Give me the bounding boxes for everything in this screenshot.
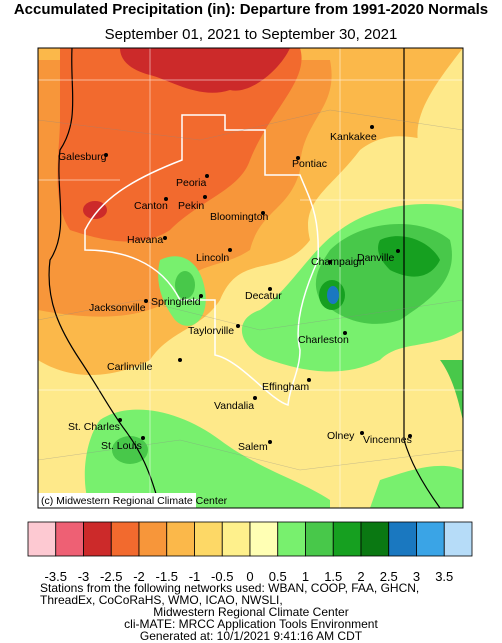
legend-tick-label: -2.5: [100, 569, 122, 584]
legend-swatch: [249, 521, 279, 557]
city-label: Jacksonville: [89, 302, 146, 314]
credit: (c) Midwestern Regional Climate Center: [41, 495, 228, 507]
city-label: Galesburg: [58, 151, 107, 163]
city-label: St. Louis: [101, 440, 142, 452]
footer-line: Midwestern Regional Climate Center: [153, 605, 348, 619]
city-label: Pontiac: [292, 158, 327, 170]
footer-line: ThreadEx, CoCoRaHS, WMO, ICAO, NWSLI,: [40, 593, 283, 607]
legend-swatch: [83, 521, 112, 557]
legend-swatch: [194, 521, 223, 557]
city-label: Charleston: [298, 334, 349, 346]
city-dot: [118, 418, 122, 422]
title: Accumulated Precipitation (in): Departur…: [14, 1, 488, 18]
city-label: Kankakee: [330, 131, 377, 143]
city-dot: [268, 287, 272, 291]
city-label: Peoria: [176, 177, 207, 189]
legend-swatch: [55, 521, 84, 557]
legend-swatch: [110, 521, 140, 557]
city-dot: [268, 440, 272, 444]
city-label: Taylorville: [188, 325, 234, 337]
legend-tick-label: 1.5: [324, 569, 342, 584]
city-dot: [253, 396, 257, 400]
city-dot: [360, 431, 364, 435]
legend-swatch: [27, 521, 57, 557]
city-label: Carlinville: [107, 361, 153, 373]
footer: Stations from the following networks use…: [40, 581, 419, 643]
city-label: Champaign: [311, 256, 365, 268]
legend: -3.5 -3 -2.5 -2 -1.5 -1 -0.5 0 0.5 1 1.5 2 2.5 3 3.5: [27, 521, 473, 584]
city-label: Decatur: [245, 290, 282, 302]
city-dot: [205, 174, 209, 178]
city-dot: [307, 378, 311, 382]
city-dot: [141, 436, 145, 440]
city-dot: [370, 125, 374, 129]
city-dot: [144, 299, 148, 303]
legend-swatch: [305, 521, 334, 557]
legend-tick-label: 0.5: [269, 569, 287, 584]
city-label: Springfield: [151, 296, 201, 308]
city-label: Salem: [238, 441, 268, 453]
legend-tick-label: -1: [189, 569, 201, 584]
legend-swatch: [138, 521, 168, 557]
city-label: Lincoln: [196, 252, 229, 264]
city-dot: [343, 331, 347, 335]
city-label: Vandalia: [214, 400, 254, 412]
city-label: Effingham: [262, 381, 309, 393]
city-dot: [408, 434, 412, 438]
legend-tick-label: -0.5: [211, 569, 233, 584]
city-label: Danville: [357, 252, 395, 264]
city-dot: [164, 197, 168, 201]
city-dot: [236, 324, 240, 328]
legend-swatch: [221, 521, 251, 557]
subtitle: September 01, 2021 to September 30, 2021: [105, 26, 398, 43]
map: Kankakee Galesburg Pontiac Peoria Canton Peki…: [38, 48, 463, 508]
city-label: St. Charles: [68, 421, 120, 433]
cities: Kankakee Galesburg Pontiac Peoria Canton Peki…: [58, 125, 412, 453]
legend-swatch: [277, 521, 306, 557]
legend-tick-label: -3: [78, 569, 90, 584]
legend-tick-label: 2.5: [380, 569, 398, 584]
legend-swatch: [388, 521, 417, 557]
legend-tick-label: 3: [413, 569, 420, 584]
city-dot: [178, 358, 182, 362]
footer-line: cli-MATE: MRCC Application Tools Environ…: [124, 617, 378, 631]
legend-tick-label: -3.5: [45, 569, 67, 584]
legend-tick-label: 2: [357, 569, 364, 584]
city-dot: [199, 294, 203, 298]
legend-swatch: [416, 521, 445, 557]
legend-swatch: [443, 521, 473, 557]
city-label: Bloomington: [210, 211, 269, 223]
legend-tick-label: -2: [133, 569, 145, 584]
footer-line: Stations from the following networks use…: [40, 581, 419, 595]
legend-swatch: [332, 521, 362, 557]
legend-swatch: [360, 521, 390, 557]
city-label: Havana: [127, 234, 163, 246]
legend-tick-label: 3.5: [435, 569, 453, 584]
legend-swatch: [166, 521, 195, 557]
city-dot: [396, 249, 400, 253]
city-dot: [328, 260, 332, 264]
city-dot: [104, 153, 108, 157]
city-dot: [203, 195, 207, 199]
city-label: Pekin: [178, 200, 204, 212]
city-dot: [228, 248, 232, 252]
city-dot: [296, 156, 300, 160]
city-dot: [163, 236, 167, 240]
legend-tick-label: -1.5: [156, 569, 178, 584]
city-label: Canton: [134, 200, 168, 212]
city-label: Olney: [327, 430, 355, 442]
footer-line: Generated at: 10/1/2021 9:41:16 AM CDT: [140, 629, 363, 643]
city-dot: [261, 211, 265, 215]
legend-tick-label: 1: [302, 569, 309, 584]
legend-tick-label: 0: [246, 569, 253, 584]
city-label: Vincennes: [363, 434, 412, 446]
